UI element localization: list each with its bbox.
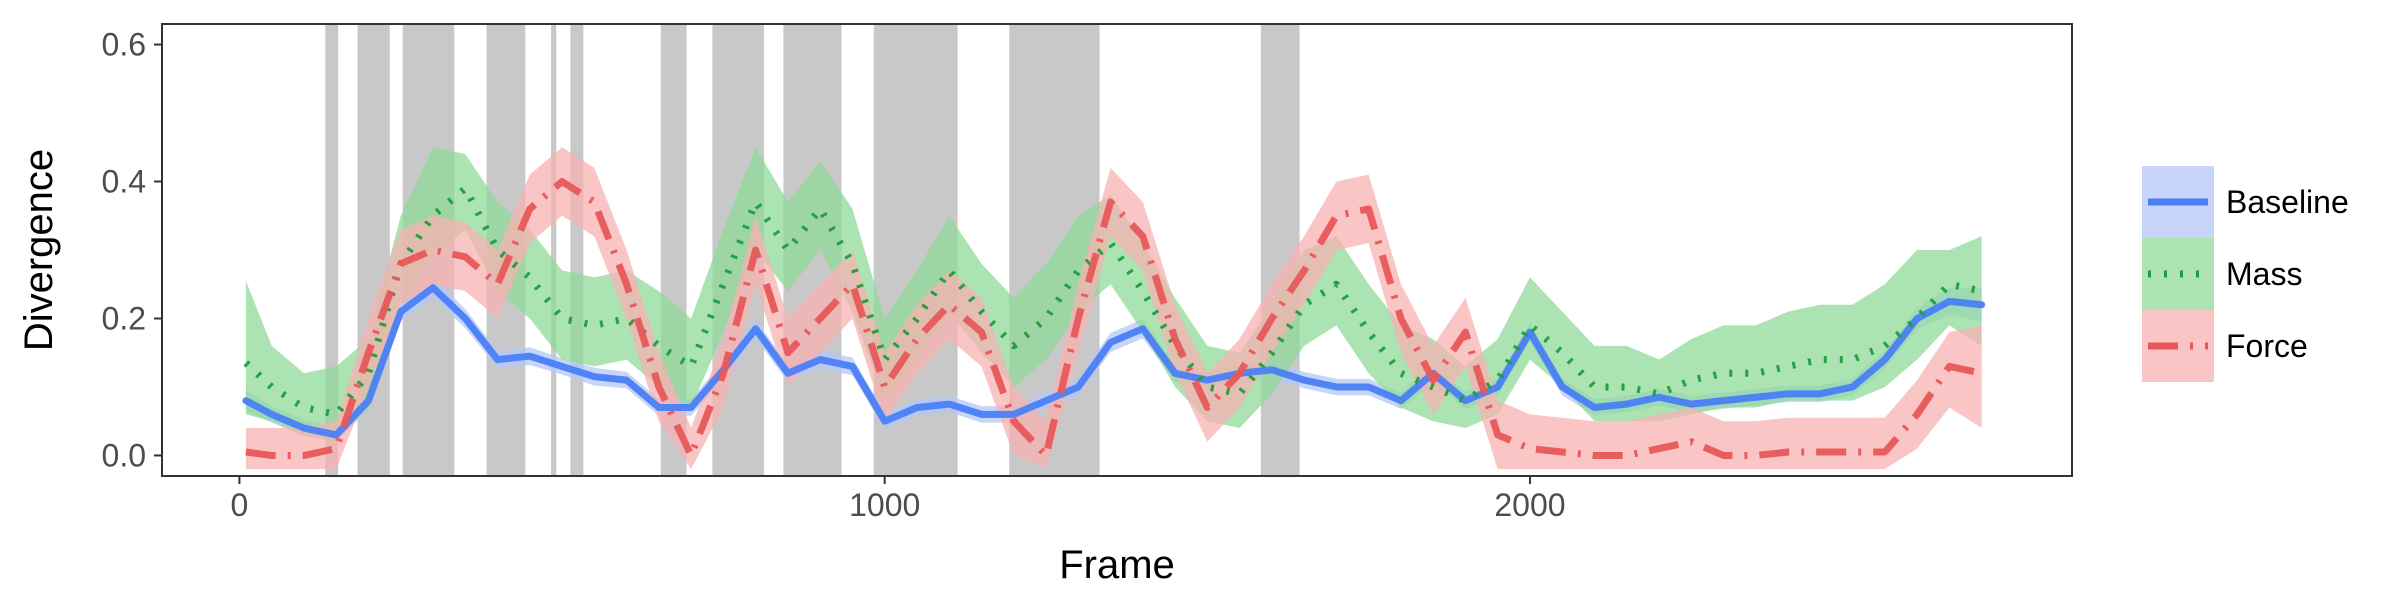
x-tick-label: 2000 — [1494, 487, 1565, 523]
series-lines — [242, 178, 1986, 459]
shaded-interval — [551, 24, 557, 476]
y-tick-label: 0.2 — [102, 300, 146, 336]
band-force — [245, 147, 1982, 470]
legend-item-baseline: Baseline — [2142, 166, 2349, 238]
x-tick-label: 1000 — [849, 487, 920, 523]
shaded-interval — [1260, 24, 1300, 476]
x-axis-title: Frame — [1059, 543, 1175, 587]
legend-item-force: Force — [2142, 310, 2308, 382]
legend-label: Baseline — [2226, 184, 2349, 220]
shaded-interval — [570, 24, 584, 476]
legend-label: Force — [2226, 328, 2308, 364]
y-axis: 0.0 0.2 0.4 0.6 — [102, 27, 162, 473]
legend-key-band — [2142, 238, 2214, 310]
line-force — [245, 178, 1983, 459]
y-tick-label: 0.0 — [102, 437, 146, 473]
y-tick-label: 0.6 — [102, 27, 146, 63]
x-axis: 0 1000 2000 — [231, 476, 1566, 523]
y-axis-title: Divergence — [17, 149, 61, 351]
plot-border — [161, 23, 2073, 477]
y-tick-label: 0.4 — [102, 164, 146, 200]
legend: Baseline Mass Force — [2142, 166, 2349, 382]
line-baseline — [242, 284, 1986, 439]
legend-label: Mass — [2226, 256, 2302, 292]
shaded-interval — [325, 24, 339, 476]
x-tick-label: 0 — [231, 487, 249, 523]
legend-item-mass: Mass — [2142, 238, 2302, 310]
band-baseline — [245, 277, 1982, 442]
